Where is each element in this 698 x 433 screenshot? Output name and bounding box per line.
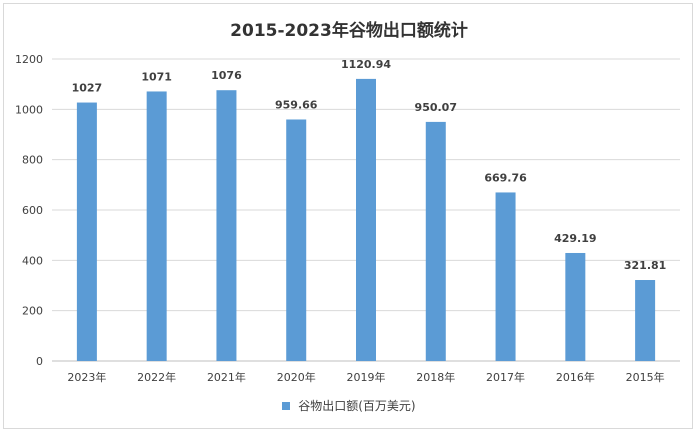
legend-label: 谷物出口额(百万美元) bbox=[298, 399, 416, 413]
y-tick-label: 1000 bbox=[15, 103, 43, 116]
data-label: 1071 bbox=[141, 70, 172, 83]
data-label: 1027 bbox=[72, 82, 103, 95]
x-tick-label: 2022年 bbox=[137, 370, 176, 384]
data-label: 1076 bbox=[211, 69, 242, 82]
bar bbox=[495, 192, 516, 361]
y-tick-label: 600 bbox=[22, 204, 43, 217]
bar bbox=[356, 78, 376, 362]
y-tick-label: 800 bbox=[22, 154, 43, 167]
legend-swatch bbox=[282, 401, 291, 410]
data-label: 321.81 bbox=[624, 259, 666, 272]
bar bbox=[425, 121, 446, 361]
y-tick-label: 0 bbox=[36, 355, 43, 368]
y-tick-label: 400 bbox=[22, 254, 43, 267]
data-labels: 1027 1071 1076 959.66 1120.94 950.07 669.76 429… bbox=[72, 58, 667, 272]
x-tick-label: 2018年 bbox=[416, 370, 455, 384]
legend: 谷物出口额(百万美元) bbox=[0, 397, 698, 414]
bar bbox=[76, 102, 97, 361]
bar bbox=[565, 252, 586, 361]
chart-title: 2015-2023年谷物出口额统计 bbox=[230, 21, 468, 41]
x-axis-ticks: 2023年 2022年 2021年 2020年 2019年 2018年 2017年 2016年… bbox=[67, 370, 664, 384]
y-tick-label: 200 bbox=[22, 305, 43, 318]
x-tick-label: 2016年 bbox=[556, 370, 595, 384]
data-label: 959.66 bbox=[275, 98, 318, 111]
x-tick-label: 2017年 bbox=[486, 370, 525, 384]
y-tick-label: 1200 bbox=[15, 53, 43, 66]
x-tick-label: 2021年 bbox=[207, 370, 246, 384]
bar bbox=[216, 90, 237, 361]
data-label: 429.19 bbox=[554, 232, 596, 245]
bar bbox=[635, 280, 656, 361]
x-tick-label: 2015年 bbox=[626, 370, 665, 384]
data-label: 950.07 bbox=[415, 101, 457, 114]
y-axis-ticks: 0 200 400 600 800 1000 1200 bbox=[15, 53, 43, 368]
x-tick-label: 2023年 bbox=[67, 370, 106, 384]
bar bbox=[146, 91, 167, 361]
x-tick-label: 2019年 bbox=[347, 370, 386, 384]
data-label: 1120.94 bbox=[341, 58, 391, 71]
data-label: 669.76 bbox=[484, 171, 527, 184]
bar bbox=[286, 119, 307, 361]
x-tick-label: 2020年 bbox=[277, 370, 316, 384]
bars bbox=[76, 78, 656, 362]
